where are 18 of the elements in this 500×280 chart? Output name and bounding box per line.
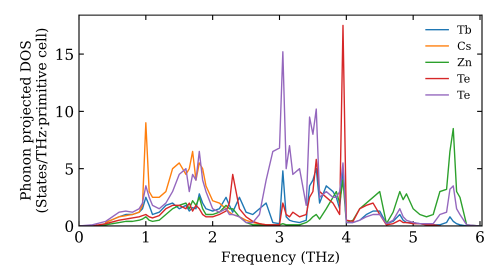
legend-label: Tb — [457, 25, 472, 34]
y-tick-label: 5 — [66, 163, 73, 175]
legend-label: Te — [457, 74, 470, 83]
x-tick-label: 4 — [342, 231, 350, 242]
x-tick-label: 3 — [276, 231, 284, 243]
y-tick-label: 15 — [56, 48, 73, 60]
y-tick-label: 10 — [56, 106, 74, 118]
x-tick-label: 5 — [410, 231, 417, 243]
x-tick-label: 6 — [476, 231, 484, 243]
legend-label: Cs — [458, 42, 471, 50]
legend-label: Te — [457, 90, 470, 99]
x-tick-label: 1 — [142, 231, 149, 242]
x-tick-label: 0 — [75, 231, 83, 243]
y-axis-title: Phonon projected DOS (States/THz·primitive cell) — [20, 28, 50, 212]
legend-label: Zn — [458, 58, 472, 66]
y-tick-label: 0 — [65, 220, 74, 232]
x-tick-label: 2 — [208, 231, 216, 242]
x-axis-title: Frequency (THz) — [222, 251, 339, 265]
